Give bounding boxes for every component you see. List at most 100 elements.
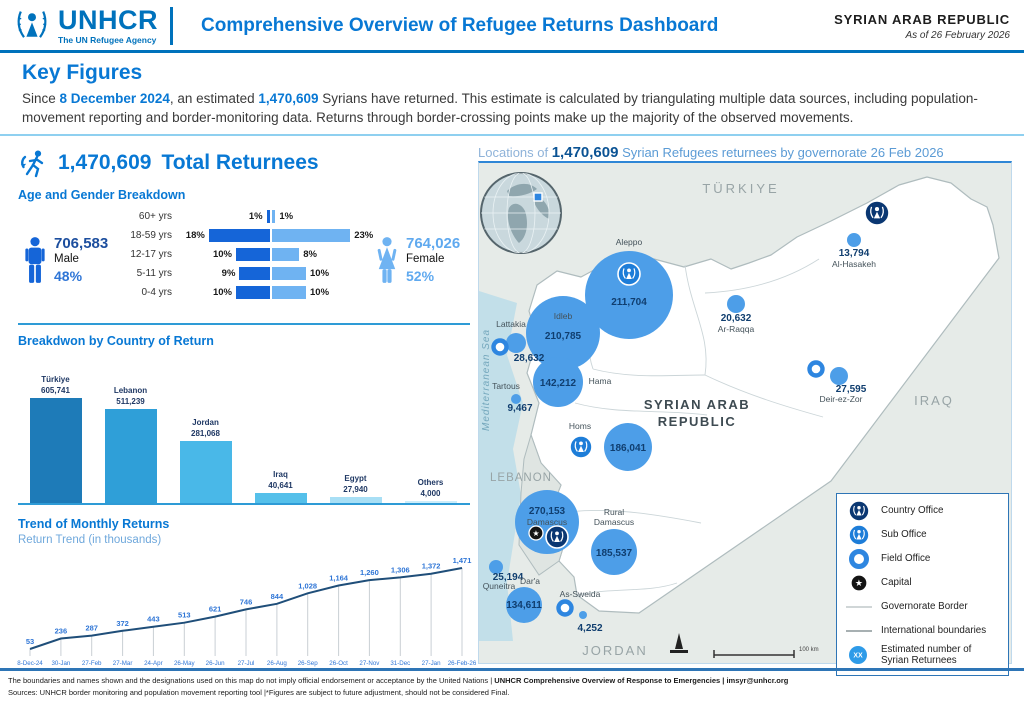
trend-date-label: 26-Sep	[298, 660, 319, 667]
footer-line2: Sources: UNHCR border monitoring and pop…	[8, 688, 510, 697]
map-bubble: 134,611 Dar'a	[506, 576, 542, 623]
map-bubble: 186,041 Homs	[569, 421, 652, 471]
country-bar-value: 281,068	[191, 428, 220, 438]
capital-icon: ★	[528, 525, 544, 541]
returnee-bubble	[489, 560, 503, 574]
total-returnees-label: Total Returnees	[161, 151, 319, 174]
female-count: 764,026	[406, 235, 461, 252]
bubble-governorate-name: Hama	[589, 376, 612, 386]
bubble-value: 28,632	[514, 353, 545, 364]
bubble-value: 4,252	[577, 623, 602, 634]
trend-date-label: 26-Aug	[267, 660, 288, 667]
legend-label: Sub Office	[881, 529, 927, 541]
legend-item: Governorate Border	[845, 596, 1000, 618]
svg-text:★: ★	[855, 578, 863, 588]
legend-item: XX Estimated number of Syrian Returnees	[845, 644, 1000, 667]
female-bar	[272, 248, 300, 261]
country-bar-rect	[329, 497, 382, 503]
female-bar	[272, 267, 306, 280]
kf-total: 1,470,609	[258, 91, 319, 106]
trend-value-label: 1,471	[453, 556, 472, 565]
footer-rule	[0, 668, 1024, 671]
section-rule	[18, 323, 470, 325]
map-title-suffix: Syrian Refugees returnees by governorate…	[618, 145, 944, 160]
legend-item: Sub Office	[845, 524, 1000, 546]
globe-location-marker	[533, 192, 543, 202]
total-returnees: 1,470,609 Total Returnees	[18, 147, 474, 179]
trend-value-label: 1,028	[298, 581, 317, 590]
map-country-label: TÜRKIYE	[702, 181, 779, 196]
bubble-value: 9,467	[507, 403, 532, 414]
bubble-governorate-name: Quneitra	[483, 581, 516, 591]
legend-item: Field Office	[845, 548, 1000, 570]
trend-heading: Trend of Monthly Returns	[18, 517, 170, 531]
bubble-governorate-name: Homs	[569, 421, 591, 431]
map-syria-label: SYRIAN ARAB	[644, 397, 750, 412]
trend-line-chart: 53 8-Dec-24 236 30-Jan 287 27-Feb 372 27-Mar 443…	[17, 556, 477, 667]
female-pct-label: 10%	[310, 287, 330, 298]
age-label: 5-11 yrs	[136, 268, 172, 279]
trend-value-label: 621	[209, 605, 222, 614]
bubble-value: 20,632	[721, 313, 752, 324]
returnee-bubble	[727, 295, 745, 313]
bubble-governorate-name: Al-Hasakeh	[832, 259, 876, 269]
trend-date-label: 8-Dec-24	[17, 660, 43, 667]
unhcr-emblem-icon	[17, 11, 47, 38]
bubble-governorate-name: Aleppo	[616, 237, 643, 247]
legend-label: Country Office	[881, 505, 944, 517]
bubble-governorate-name: Ar-Raqqa	[718, 324, 755, 334]
legend-items: Country Office Sub Office Field Office ★…	[845, 500, 1000, 667]
female-bar	[272, 286, 306, 299]
trend-date-label: 26-Feb-26	[448, 660, 477, 667]
age-gender-heading: Age and Gender Breakdown	[18, 188, 186, 202]
map-bubble: 211,704 Aleppo	[585, 237, 673, 339]
field-office-icon	[849, 549, 869, 569]
country-office-icon	[864, 200, 890, 226]
country-bar-value: 27,940	[343, 484, 368, 494]
total-returnees-value: 1,470,609	[58, 151, 152, 174]
section-rule	[0, 134, 1024, 137]
trend-subtitle: Return Trend (in thousands)	[18, 534, 162, 546]
map-legend: Country Office Sub Office Field Office ★…	[836, 493, 1009, 676]
country-bar-rect	[179, 441, 232, 503]
bubble-governorate-name: Damascus	[527, 517, 567, 527]
age-label: 60+ yrs	[138, 211, 172, 222]
legend-item: Country Office	[845, 500, 1000, 522]
returnee-bubble	[847, 233, 861, 247]
returnee-bubble	[511, 394, 521, 404]
trend-date-label: 27-Nov	[359, 660, 380, 667]
male-pct-label: 10%	[212, 287, 232, 298]
female-summary: 764,026 Female 52%	[376, 235, 460, 285]
returnee-bubble	[579, 611, 587, 619]
trend-date-label: 31-Dec	[390, 660, 410, 667]
legend-label: Field Office	[881, 553, 931, 565]
trend-date-label: 27-Feb	[82, 660, 102, 667]
returnee-bubble	[830, 367, 848, 385]
female-pct-label: 8%	[303, 249, 317, 260]
age-label: 12-17 yrs	[130, 249, 172, 260]
country-bar-name: Iraq	[273, 470, 288, 480]
sub-office-icon	[848, 524, 870, 546]
pyramid-row: 0-4 yrs 10% 10%	[114, 283, 474, 302]
trend-value-label: 443	[147, 615, 160, 624]
country-bar: Jordan 281,068	[168, 418, 243, 503]
male-bar	[236, 286, 270, 299]
female-pct-label: 1%	[279, 211, 294, 222]
footer: The boundaries and names shown and the d…	[8, 676, 1018, 697]
pyramid-rows: 60+ yrs 1% 1% 18-59 yrs 18% 23% 12-17 yr…	[18, 207, 474, 302]
male-count: 706,583	[54, 235, 109, 252]
trend-value-label: 236	[55, 627, 68, 636]
bubble-value: 27,595	[836, 384, 867, 395]
governorate-border-icon	[846, 606, 872, 608]
returnees-bubble-icon: XX	[849, 646, 867, 665]
female-pct-label: 23%	[354, 230, 374, 241]
female-label: Female	[406, 253, 445, 265]
country-bar-name: Türkiye	[41, 375, 70, 385]
map-title: Locations of 1,470,609 Syrian Refugees r…	[478, 144, 1012, 161]
bubble-value: 25,194	[493, 572, 524, 583]
header-rule	[0, 50, 1024, 53]
page-title: Comprehensive Overview of Refugee Return…	[201, 15, 719, 36]
male-pct-label: 18%	[185, 230, 205, 241]
